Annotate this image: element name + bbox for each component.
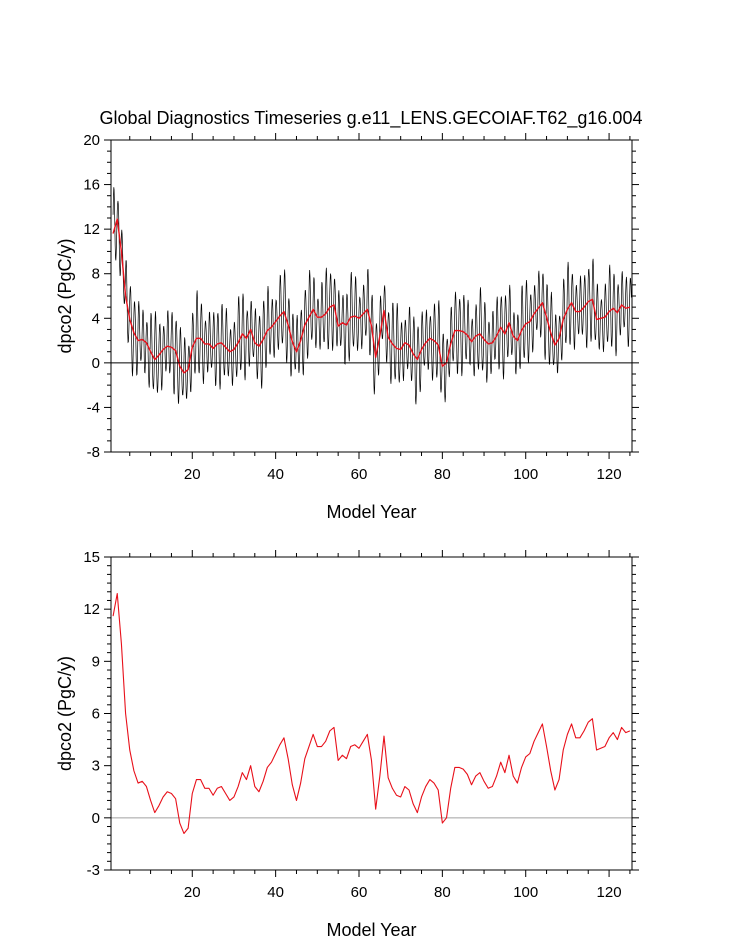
annual-mean-series-line <box>112 218 631 374</box>
x-tick-label: 60 <box>351 884 368 901</box>
x-tick-label: 20 <box>184 884 201 901</box>
y-tick-label: 3 <box>92 758 100 775</box>
y-tick-label: 12 <box>83 601 100 618</box>
y-tick-label: 16 <box>83 177 100 194</box>
p2-y-tick-labels: -3 0 3 6 9 12 15 <box>83 549 100 879</box>
monthly-series-line <box>112 187 632 405</box>
x-tick-label: 100 <box>513 884 538 901</box>
x-tick-label: 120 <box>597 466 622 483</box>
y-tick-label: 0 <box>92 355 100 372</box>
p1-series-layer <box>112 187 632 405</box>
p2-x-tick-labels: 20 40 60 80 100 120 <box>184 884 622 901</box>
x-tick-label: 60 <box>351 466 368 483</box>
p2-ticks <box>104 550 639 877</box>
x-tick-label: 80 <box>434 884 451 901</box>
p1-x-axis-label: Model Year <box>326 502 416 522</box>
x-tick-label: 20 <box>184 466 201 483</box>
y-tick-label: -8 <box>87 444 100 461</box>
p2-y-axis-label: dpco2 (PgC/y) <box>55 656 75 771</box>
p1-ticks <box>104 133 639 459</box>
y-tick-label: -4 <box>87 399 100 416</box>
p1-y-axis-label: dpco2 (PgC/y) <box>55 238 75 353</box>
x-tick-label: 100 <box>513 466 538 483</box>
y-tick-label: 9 <box>92 653 100 670</box>
p1-x-tick-labels: 20 40 60 80 100 120 <box>184 466 622 483</box>
figure-title: Global Diagnostics Timeseries g.e11_LENS… <box>100 108 643 129</box>
x-tick-label: 40 <box>267 884 284 901</box>
panel-annual: 20 40 60 80 100 120 -3 0 3 6 9 12 15 Model Year dpc… <box>55 549 639 940</box>
x-tick-label: 120 <box>597 884 622 901</box>
y-tick-label: -3 <box>87 862 100 879</box>
p1-plot-frame <box>110 139 633 453</box>
x-tick-label: 80 <box>434 466 451 483</box>
p2-series-layer <box>112 592 631 835</box>
p2-x-axis-label: Model Year <box>326 920 416 940</box>
x-tick-label: 40 <box>267 466 284 483</box>
y-tick-label: 6 <box>92 706 100 723</box>
annual-mean-series-line <box>112 592 631 835</box>
y-tick-label: 4 <box>92 310 100 327</box>
y-tick-label: 8 <box>92 266 100 283</box>
p1-y-tick-labels: -8 -4 0 4 8 12 16 20 <box>83 132 100 461</box>
y-tick-label: 20 <box>83 132 100 149</box>
p2-plot-frame <box>110 556 633 871</box>
y-tick-label: 15 <box>83 549 100 566</box>
y-tick-label: 0 <box>92 810 100 827</box>
y-tick-label: 12 <box>83 221 100 238</box>
